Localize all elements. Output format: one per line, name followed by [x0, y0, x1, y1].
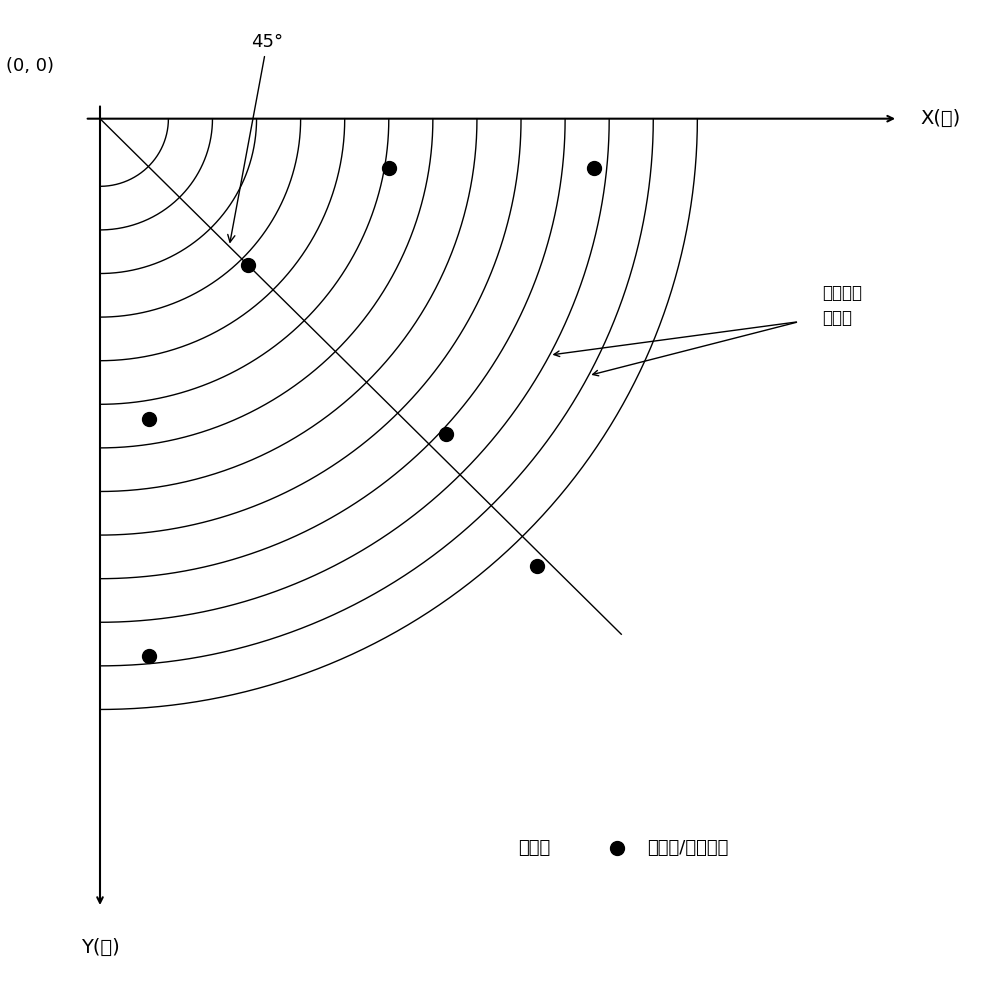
- Text: 45°: 45°: [228, 33, 283, 242]
- Text: 锹节点/参考标签: 锹节点/参考标签: [647, 839, 729, 856]
- Text: (0, 0): (0, 0): [6, 57, 54, 75]
- Text: X(米): X(米): [921, 109, 961, 129]
- Text: 图例：: 图例：: [518, 839, 550, 856]
- Text: Y(米): Y(米): [81, 938, 119, 957]
- Text: 载波波长
的一半: 载波波长 的一半: [822, 284, 862, 327]
